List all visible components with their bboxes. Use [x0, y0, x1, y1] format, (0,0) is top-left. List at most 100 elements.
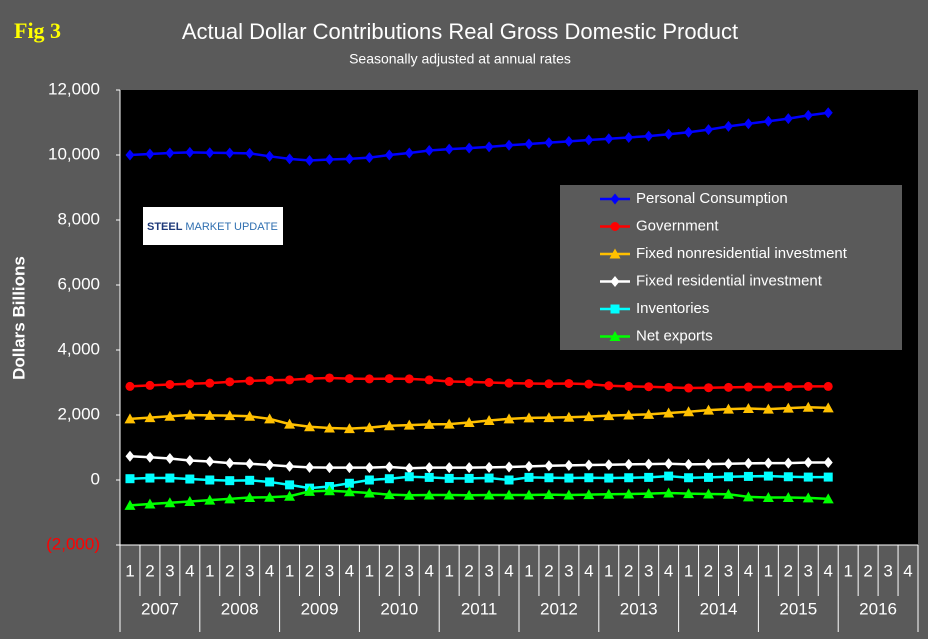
point [704, 124, 714, 136]
point [344, 462, 354, 474]
point [743, 471, 753, 481]
point [424, 144, 434, 156]
x-tick-label: 3 [405, 561, 414, 580]
x-tick-label: 3 [644, 561, 653, 580]
point [343, 423, 355, 434]
point [484, 461, 494, 473]
year-label: 2013 [620, 599, 658, 618]
point [802, 401, 814, 412]
point [644, 458, 654, 470]
point [563, 489, 575, 500]
point [483, 415, 495, 426]
point [523, 412, 535, 423]
point [624, 381, 634, 391]
legend-box [560, 185, 902, 350]
x-tick-label: 1 [365, 561, 374, 580]
point [823, 472, 833, 482]
legend-marker [610, 222, 620, 231]
point [184, 409, 196, 420]
point [644, 472, 654, 482]
x-tick-label: 3 [325, 561, 334, 580]
point [343, 486, 355, 497]
year-label: 2014 [700, 599, 738, 618]
point [364, 475, 374, 485]
y-tick-label: 10,000 [48, 144, 100, 163]
point [464, 473, 474, 483]
point [802, 492, 814, 503]
x-tick-label: 1 [684, 561, 693, 580]
x-tick-label: 4 [265, 561, 274, 580]
year-label: 2009 [301, 599, 339, 618]
point [384, 461, 394, 473]
point [164, 497, 176, 508]
point [185, 379, 195, 389]
point [684, 383, 694, 393]
y-tick-label: 12,000 [48, 79, 100, 98]
y-tick-label: (2,000) [46, 534, 100, 553]
point [265, 477, 275, 487]
point [623, 488, 635, 499]
point [703, 404, 715, 415]
point [125, 474, 135, 484]
x-tick-label: 1 [604, 561, 613, 580]
legend-marker [609, 331, 621, 341]
point [305, 461, 315, 473]
y-tick-label: 8,000 [57, 209, 100, 228]
point [424, 375, 434, 385]
point [822, 493, 834, 504]
point [324, 373, 334, 383]
point [265, 150, 275, 162]
point [822, 402, 834, 413]
point [663, 487, 675, 498]
point [544, 473, 554, 483]
chart-subtitle: Seasonally adjusted at annual rates [349, 51, 571, 67]
point [564, 459, 574, 471]
point [225, 457, 235, 469]
point [185, 455, 195, 466]
point [803, 381, 813, 391]
point [504, 139, 514, 151]
point [265, 375, 275, 385]
point [285, 480, 295, 490]
y-axis-label: Dollars Billions [9, 256, 28, 380]
point [344, 478, 354, 488]
point [643, 488, 655, 499]
year-label: 2016 [859, 599, 897, 618]
point [563, 411, 575, 422]
point [165, 147, 175, 159]
point [464, 462, 474, 474]
logo-rest: MARKET UPDATE [185, 221, 278, 233]
year-label: 2008 [221, 599, 259, 618]
point [603, 410, 615, 421]
point [604, 459, 614, 471]
x-tick-label: 4 [664, 561, 673, 580]
chart-title: Actual Dollar Contributions Real Gross D… [182, 19, 738, 44]
point [324, 462, 334, 474]
point [225, 147, 235, 159]
point [145, 148, 155, 160]
point [344, 374, 354, 384]
point [304, 485, 316, 496]
x-tick-label: 4 [504, 561, 513, 580]
point [364, 374, 374, 384]
legend-label: Inventories [636, 300, 709, 317]
point [704, 458, 714, 470]
point [285, 153, 295, 165]
point [284, 418, 296, 429]
point [383, 420, 395, 431]
x-tick-label: 1 [125, 561, 134, 580]
point [384, 374, 394, 384]
x-tick-label: 3 [564, 561, 573, 580]
x-tick-label: 4 [744, 561, 753, 580]
x-tick-label: 4 [345, 561, 354, 580]
legend-label: Personal Consumption [636, 190, 788, 207]
point [384, 149, 394, 161]
point [323, 485, 335, 496]
point [245, 458, 255, 470]
point [224, 493, 236, 504]
point [125, 149, 135, 161]
point [783, 382, 793, 392]
point [564, 378, 574, 388]
point [723, 472, 733, 482]
point [584, 473, 594, 483]
